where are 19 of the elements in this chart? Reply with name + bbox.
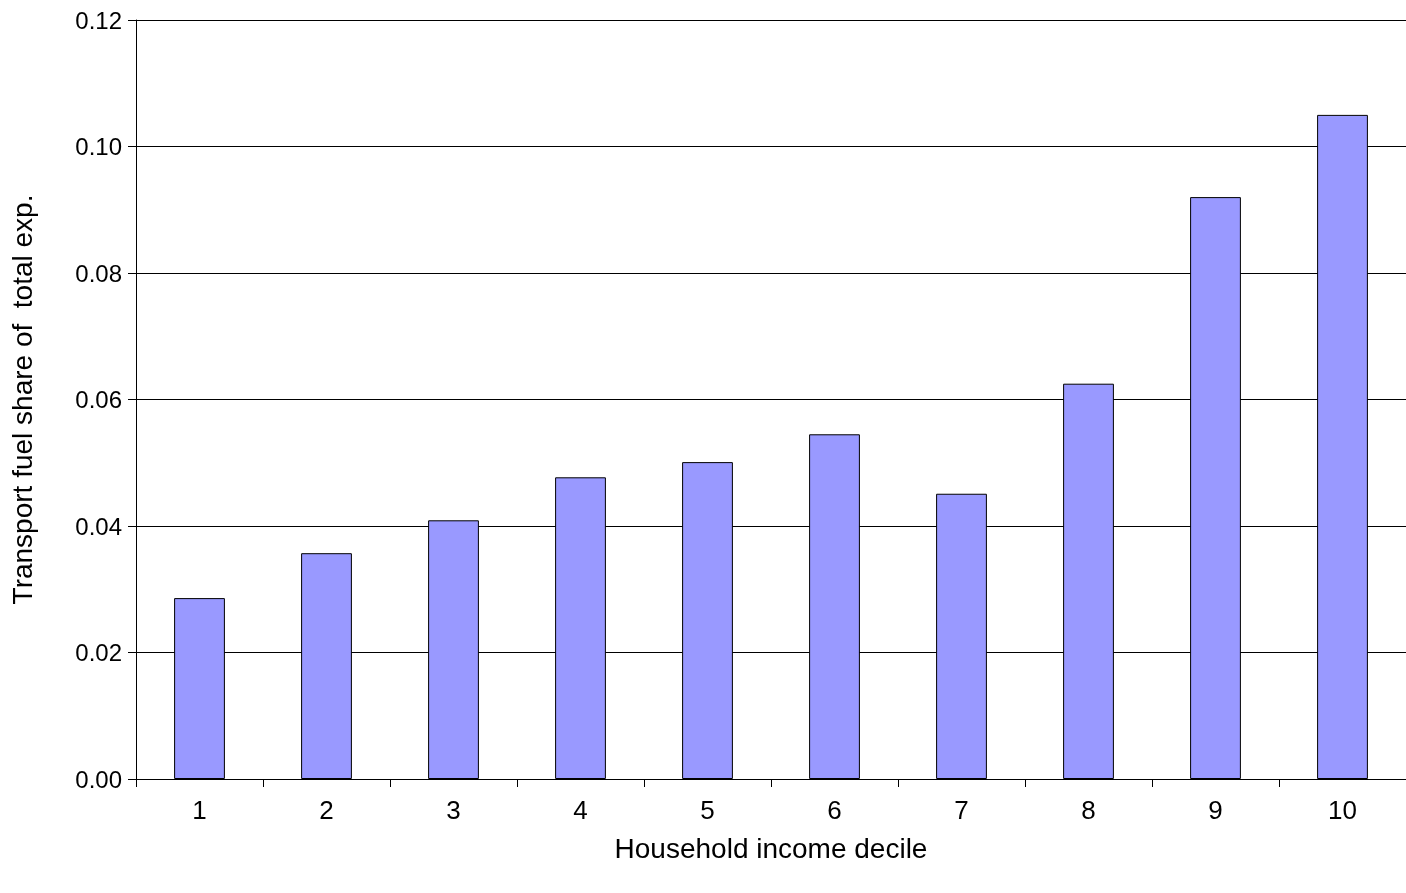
x-tick-label: 6: [827, 795, 842, 825]
x-tick-label: 2: [319, 795, 334, 825]
x-axis-title: Household income decile: [614, 832, 928, 864]
x-tick-label: 9: [1208, 795, 1223, 825]
x-tick-label: 5: [700, 795, 715, 825]
x-tick-label: 7: [954, 795, 969, 825]
y-tick-label: 0.08: [75, 259, 122, 287]
y-axis-title: Transport fuel share of total exp.: [6, 194, 38, 605]
y-tick-label: 0.10: [75, 133, 122, 160]
x-tick-label: 3: [446, 795, 461, 825]
x-tick-label: 8: [1081, 795, 1096, 825]
x-tick-label: 1: [192, 795, 207, 825]
x-tick-label: 4: [573, 795, 588, 825]
y-tick-label: 0.02: [75, 639, 122, 666]
y-tick-label: 0.12: [75, 6, 122, 34]
y-tick-label: 0.06: [75, 386, 122, 413]
x-tick-label: 10: [1328, 795, 1357, 825]
y-tick-label: 0.04: [75, 512, 122, 540]
y-tick-label: 0.00: [75, 765, 122, 793]
